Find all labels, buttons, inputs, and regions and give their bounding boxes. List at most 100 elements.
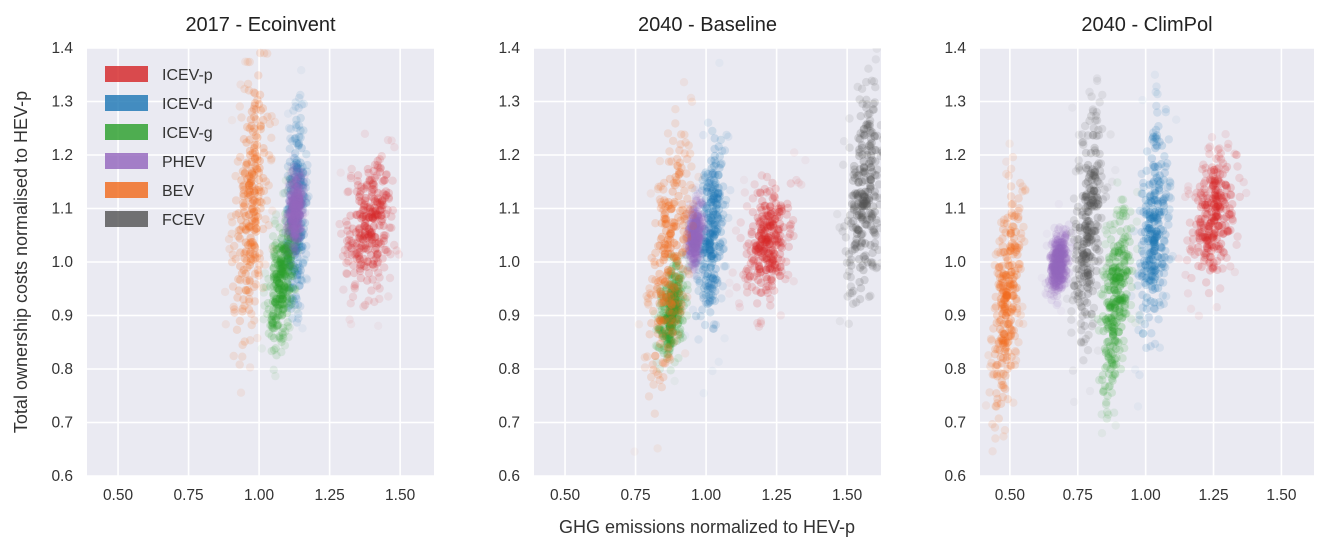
data-point <box>1215 177 1224 186</box>
data-point <box>705 247 714 256</box>
data-point <box>1123 252 1133 262</box>
data-point <box>1050 252 1060 261</box>
data-point <box>671 272 680 282</box>
data-point <box>713 212 722 222</box>
data-point <box>713 199 722 209</box>
data-point <box>1067 228 1076 238</box>
data-point <box>674 353 683 363</box>
data-point <box>298 183 308 192</box>
data-point <box>671 317 680 326</box>
data-point <box>694 233 704 242</box>
data-point <box>298 211 307 220</box>
data-point <box>1223 226 1232 235</box>
data-point <box>667 274 677 283</box>
data-point <box>869 99 878 109</box>
data-point <box>1209 200 1219 209</box>
data-point <box>667 224 676 234</box>
data-point <box>1098 90 1107 100</box>
data-point <box>286 175 295 184</box>
data-point <box>1151 87 1160 97</box>
data-point <box>712 210 722 220</box>
data-point <box>1242 188 1251 198</box>
data-point <box>382 191 391 200</box>
data-point <box>863 187 873 196</box>
data-point <box>688 233 697 242</box>
data-point <box>299 230 308 240</box>
data-point <box>238 307 247 316</box>
data-point <box>693 257 702 266</box>
data-point <box>691 219 700 228</box>
data-point <box>239 208 249 217</box>
data-point <box>678 270 687 280</box>
data-point <box>1060 258 1069 268</box>
data-point <box>373 239 383 248</box>
data-point <box>852 235 861 244</box>
data-point <box>298 227 307 237</box>
data-point <box>294 224 303 234</box>
data-point <box>277 299 287 309</box>
data-point <box>835 223 844 232</box>
data-point <box>289 161 299 170</box>
data-point <box>1082 192 1091 202</box>
data-point <box>999 286 1008 295</box>
data-point <box>690 223 699 233</box>
data-point <box>251 227 261 236</box>
data-point <box>1218 196 1227 205</box>
data-point <box>1053 273 1063 282</box>
data-point <box>858 99 867 109</box>
data-point <box>302 167 312 176</box>
data-point <box>1015 241 1024 250</box>
data-point <box>765 187 774 196</box>
data-point <box>855 277 864 287</box>
data-point <box>1041 289 1050 298</box>
data-point <box>757 224 767 234</box>
data-point <box>700 225 709 234</box>
data-point <box>1141 221 1151 230</box>
data-point <box>348 292 358 301</box>
data-point <box>695 278 704 288</box>
data-point <box>1135 259 1145 268</box>
data-point <box>367 188 377 197</box>
data-point <box>246 222 255 231</box>
data-point <box>998 338 1008 347</box>
data-point <box>1083 207 1092 216</box>
data-point <box>1104 410 1113 419</box>
data-point <box>716 160 725 169</box>
data-point <box>694 231 703 241</box>
data-point <box>1138 189 1147 198</box>
data-point <box>283 256 292 265</box>
data-point <box>293 270 302 279</box>
data-point <box>786 224 795 233</box>
data-point <box>1119 308 1128 317</box>
data-point <box>286 245 295 255</box>
data-point <box>660 214 669 224</box>
data-point <box>294 195 303 204</box>
data-point <box>1182 256 1192 265</box>
data-point <box>670 289 679 298</box>
data-point <box>695 188 705 197</box>
data-point <box>668 328 678 337</box>
data-point <box>1083 196 1093 205</box>
data-point <box>291 242 301 251</box>
data-point <box>1046 253 1056 263</box>
data-point <box>1149 162 1159 172</box>
data-point <box>1154 269 1164 279</box>
data-point <box>869 105 878 114</box>
data-point <box>283 252 293 261</box>
data-point <box>1140 278 1150 287</box>
data-point <box>1154 252 1163 261</box>
data-point <box>255 0 263 7</box>
data-point <box>1051 266 1060 276</box>
data-point <box>981 401 991 410</box>
data-point <box>766 209 775 219</box>
data-point <box>235 102 244 111</box>
data-point <box>840 222 849 231</box>
data-point <box>1142 304 1152 313</box>
data-point <box>667 300 676 309</box>
data-point <box>657 383 666 392</box>
data-point <box>678 179 687 188</box>
data-point <box>866 175 875 184</box>
x-tick-label: 1.25 <box>1198 487 1228 504</box>
data-point <box>997 278 1006 288</box>
data-point <box>669 178 678 188</box>
